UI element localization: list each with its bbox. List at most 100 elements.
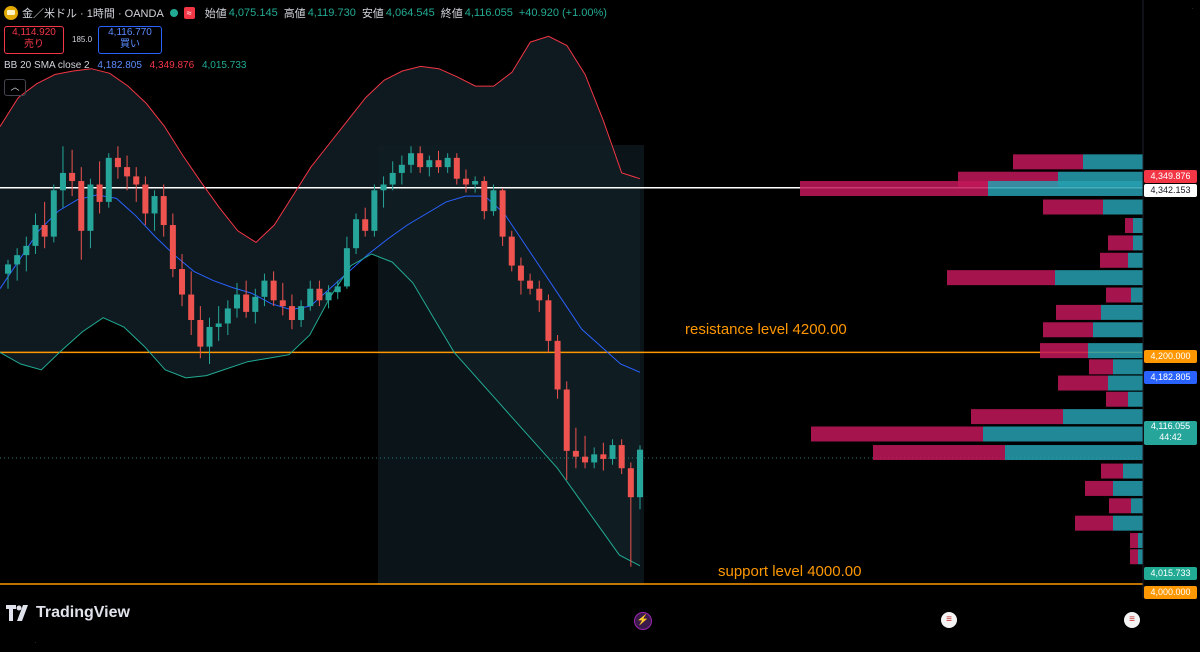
candle-body xyxy=(160,196,167,226)
volume-profile-up-bar xyxy=(1088,343,1143,359)
volume-profile-up-bar xyxy=(988,180,1143,196)
sell-button[interactable]: 4,114.920 売り xyxy=(4,26,64,54)
volume-profile-up-bar xyxy=(1138,549,1143,565)
volume-profile-down-bar xyxy=(1108,235,1133,251)
volume-profile-up-bar xyxy=(1103,199,1143,215)
volume-profile-up-bar xyxy=(983,426,1143,442)
price-label-upper: 4,349.876 xyxy=(1144,170,1197,183)
candle-body xyxy=(59,172,66,191)
candle-body xyxy=(41,225,48,237)
symbol-header[interactable]: 金／米ドル · 1時間 · OANDA ≈ 始値 4,075.145 高値 4,… xyxy=(4,5,613,21)
candle-body xyxy=(5,264,11,274)
volume-profile-up-bar xyxy=(1113,480,1143,496)
volume-profile-up-bar xyxy=(1123,463,1143,479)
candle-body xyxy=(490,190,497,212)
candle-body xyxy=(151,196,158,214)
candle-body xyxy=(243,294,250,312)
us-flag-icon[interactable]: ≡ xyxy=(941,612,957,628)
change-value: +40.920 (+1.00%) xyxy=(518,7,607,19)
volume-profile-down-bar xyxy=(1106,287,1131,303)
volume-profile-up-bar xyxy=(1055,270,1143,286)
volume-profile-down-bar xyxy=(1130,533,1138,549)
volume-profile-up-bar xyxy=(1108,375,1143,391)
candle-body xyxy=(105,157,112,202)
volume-profile-up-bar xyxy=(1113,359,1143,375)
indicator-lower: 4,015.733 xyxy=(201,60,247,71)
candle-body xyxy=(389,172,396,185)
candle-body xyxy=(627,468,634,498)
candle-body xyxy=(133,176,140,185)
volume-profile-up-bar xyxy=(1063,409,1143,425)
candle-body xyxy=(582,456,589,463)
price-axis-tick: · xyxy=(1191,4,1194,13)
candle-body xyxy=(252,296,259,312)
us-flag-icon[interactable]: ≡ xyxy=(1124,612,1140,628)
candle-body xyxy=(472,181,479,185)
volume-profile-up-bar xyxy=(1083,154,1143,170)
candle-body xyxy=(572,450,579,457)
upper-band-line xyxy=(0,35,641,244)
volume-profile-down-bar xyxy=(1058,375,1108,391)
market-open-icon xyxy=(169,9,178,17)
buy-button[interactable]: 4,116.770 買い xyxy=(98,26,162,54)
candle-body xyxy=(114,157,121,168)
volume-profile-down-bar xyxy=(1013,154,1083,170)
price-label-resistance: 4,200.000 xyxy=(1144,350,1197,363)
volume-profile-down-bar xyxy=(1043,322,1093,338)
price-label-basis: 4,182.805 xyxy=(1144,371,1197,384)
lightning-icon[interactable]: ⚡ xyxy=(634,612,652,630)
last-price: 4,116.055 xyxy=(1150,421,1191,431)
volume-profile-down-bar xyxy=(1130,549,1138,565)
spread-value: 185.0 xyxy=(72,35,93,44)
price-label-last: 4,116.055 44:42 xyxy=(1144,421,1197,445)
volume-profile-down-bar xyxy=(1075,515,1113,531)
candle-body xyxy=(426,160,433,168)
candle-body xyxy=(527,280,534,289)
candle-body xyxy=(591,454,598,463)
volume-profile-down-bar xyxy=(873,445,1005,461)
candle-body xyxy=(325,292,332,301)
candle-body xyxy=(23,245,30,256)
candle-body xyxy=(462,178,469,185)
indicator-legend[interactable]: BB 20 SMA close 2 4,182.805 4,349.876 4,… xyxy=(4,60,246,71)
candle-body xyxy=(32,225,39,246)
close-value: 4,116.055 xyxy=(464,7,513,19)
indicator-basis: 4,182.805 xyxy=(97,60,142,71)
indicator-name: BB 20 SMA close 2 xyxy=(4,60,90,71)
price-label-lower: 4,015.733 xyxy=(1144,567,1197,580)
volume-profile-down-bar xyxy=(800,180,988,196)
candle-body xyxy=(124,167,131,177)
candle-body xyxy=(224,308,231,324)
candle-body xyxy=(408,153,415,165)
candle-body xyxy=(481,181,488,212)
candle-body xyxy=(499,190,506,237)
candle-body xyxy=(14,255,21,265)
candle-body xyxy=(261,280,268,297)
support-annotation[interactable]: support level 4000.00 xyxy=(718,563,862,580)
approx-badge: ≈ xyxy=(183,7,195,19)
resistance-annotation[interactable]: resistance level 4200.00 xyxy=(685,321,847,338)
symbol-title[interactable]: 金／米ドル · 1時間 · OANDA xyxy=(22,8,164,20)
volume-profile-down-bar xyxy=(947,270,1055,286)
candles xyxy=(5,146,643,567)
candle-body xyxy=(334,286,341,293)
candle-body xyxy=(298,306,305,321)
volume-profile-down-bar xyxy=(1085,480,1113,496)
chevron-up-icon[interactable]: ︿ xyxy=(4,79,26,96)
candle-body xyxy=(50,190,57,237)
volume-profile-up-bar xyxy=(1128,391,1143,407)
candle-body xyxy=(453,157,460,179)
low-value: 4,064.545 xyxy=(385,7,435,19)
candle-body xyxy=(279,300,286,307)
candle-body xyxy=(316,288,323,301)
candle-body xyxy=(380,184,387,191)
high-value: 4,119.730 xyxy=(307,7,356,19)
candle-body xyxy=(142,184,149,214)
volume-profile-up-bar xyxy=(1101,304,1143,320)
volume-profile-up-bar xyxy=(1093,322,1143,338)
tradingview-logo[interactable]: TradingView xyxy=(6,604,130,622)
volume-profile-down-bar xyxy=(971,409,1063,425)
volume-profile-down-bar xyxy=(1089,359,1113,375)
